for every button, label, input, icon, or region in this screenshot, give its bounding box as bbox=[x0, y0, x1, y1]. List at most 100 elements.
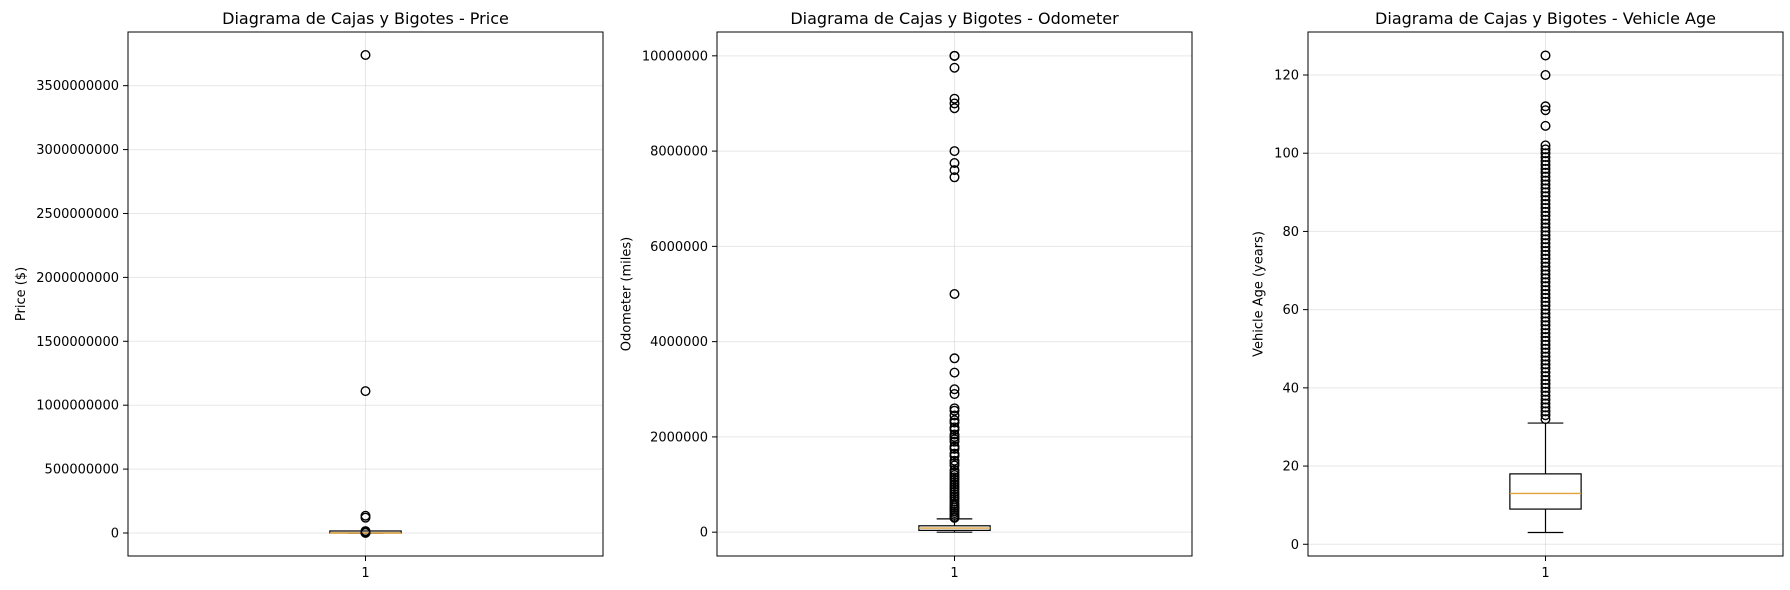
outlier-point bbox=[1540, 363, 1551, 374]
y-axis-label: Vehicle Age (years) bbox=[1251, 231, 1266, 357]
y-tick-label: 80 bbox=[1282, 225, 1299, 240]
y-tick-label: 0 bbox=[111, 526, 119, 541]
chart-panel-3: 0 20 40 60 80 100 120 1 Diagrama de Cajas y Bigo… bbox=[1251, 9, 1784, 581]
outlier-point bbox=[1540, 171, 1551, 182]
outlier-point bbox=[1540, 245, 1551, 256]
outlier-point bbox=[1540, 394, 1551, 405]
outlier-point bbox=[1540, 367, 1551, 378]
outlier-point bbox=[1540, 140, 1551, 151]
outlier-point bbox=[1540, 285, 1551, 296]
outlier-point bbox=[1540, 335, 1551, 346]
y-tick-label: 8000000 bbox=[650, 145, 708, 160]
outlier-point bbox=[1540, 316, 1551, 327]
outlier-point bbox=[1540, 238, 1551, 249]
outlier-point bbox=[1540, 199, 1551, 210]
outlier-point bbox=[1540, 300, 1551, 311]
outlier-point bbox=[1540, 234, 1551, 245]
outlier-point bbox=[1540, 206, 1551, 217]
outlier-point bbox=[1540, 343, 1551, 354]
outlier-point bbox=[1540, 312, 1551, 323]
outlier-point bbox=[949, 417, 960, 428]
outlier-point bbox=[1540, 120, 1551, 131]
outlier-point bbox=[949, 424, 960, 435]
outlier-point bbox=[1540, 183, 1551, 194]
chart-panel-1: 0 500000000 1000000000 1500000000 2000000000… bbox=[14, 9, 604, 581]
outlier-point bbox=[1540, 214, 1551, 225]
chart-panel-2: 0 2000000 4000000 6000000 8000000 10000000 1 Di… bbox=[619, 9, 1193, 581]
y-tick-label: 0 bbox=[700, 526, 708, 541]
outlier-point bbox=[1540, 371, 1551, 382]
outlier-point bbox=[1540, 187, 1551, 198]
outlier-point bbox=[1540, 414, 1551, 425]
outlier-point bbox=[1540, 70, 1551, 81]
outlier-point bbox=[1540, 339, 1551, 350]
outlier-point bbox=[1540, 386, 1551, 397]
outlier-point bbox=[1540, 320, 1551, 331]
chart-title: Diagrama de Cajas y Bigotes - Odometer bbox=[790, 9, 1119, 28]
y-tick-label: 40 bbox=[1282, 381, 1299, 396]
y-tick-label: 6000000 bbox=[650, 240, 708, 255]
outlier-point bbox=[949, 512, 960, 523]
outlier-point bbox=[949, 50, 960, 61]
outlier-point bbox=[1540, 148, 1551, 159]
outlier-point bbox=[1540, 410, 1551, 421]
outlier-point bbox=[1540, 292, 1551, 303]
outlier-point bbox=[1540, 406, 1551, 417]
outlier-point bbox=[949, 436, 960, 447]
outlier-point bbox=[1540, 273, 1551, 284]
y-tick-label: 2500000000 bbox=[36, 207, 119, 222]
y-tick-label: 3000000000 bbox=[36, 143, 119, 158]
outlier-point bbox=[949, 165, 960, 176]
outlier-point bbox=[1540, 328, 1551, 339]
outlier-point bbox=[1540, 296, 1551, 307]
outlier-point bbox=[360, 512, 371, 523]
outlier-point bbox=[1540, 191, 1551, 202]
outlier-point bbox=[1540, 390, 1551, 401]
x-tick-label: 1 bbox=[361, 566, 369, 581]
outlier-point bbox=[949, 289, 960, 300]
outlier-point bbox=[1540, 402, 1551, 413]
outlier-point bbox=[949, 103, 960, 114]
outlier-point bbox=[1540, 332, 1551, 343]
outlier-point bbox=[1540, 50, 1551, 61]
outlier-point bbox=[1540, 347, 1551, 358]
outlier-point bbox=[949, 410, 960, 421]
outlier-point bbox=[949, 62, 960, 73]
outlier-point bbox=[949, 367, 960, 378]
outlier-point bbox=[1540, 253, 1551, 264]
outlier-point bbox=[949, 172, 960, 183]
outlier-point bbox=[949, 405, 960, 416]
outlier-point bbox=[949, 353, 960, 364]
y-tick-label: 1500000000 bbox=[36, 335, 119, 350]
outlier-point bbox=[1540, 308, 1551, 319]
outlier-point bbox=[1540, 167, 1551, 178]
x-tick-label: 1 bbox=[1541, 566, 1549, 581]
outlier-point bbox=[360, 527, 371, 538]
outlier-point bbox=[1540, 159, 1551, 170]
outlier-point bbox=[949, 443, 960, 454]
outlier-point bbox=[1540, 359, 1551, 370]
y-tick-label: 2000000000 bbox=[36, 271, 119, 286]
y-tick-label: 120 bbox=[1274, 69, 1299, 84]
y-axis-label: Odometer (miles) bbox=[619, 237, 634, 351]
y-tick-label: 60 bbox=[1282, 303, 1299, 318]
outlier-point bbox=[949, 384, 960, 395]
outlier-point bbox=[1540, 144, 1551, 155]
outlier-point bbox=[1540, 202, 1551, 213]
outlier-point bbox=[1540, 195, 1551, 206]
x-tick-label: 1 bbox=[950, 566, 958, 581]
y-tick-label: 3500000000 bbox=[36, 79, 119, 94]
outlier-point bbox=[949, 146, 960, 157]
outlier-point bbox=[949, 460, 960, 471]
outlier-point bbox=[1540, 222, 1551, 233]
outlier-point bbox=[1540, 156, 1551, 167]
outlier-point bbox=[1540, 210, 1551, 221]
outlier-point bbox=[1540, 398, 1551, 409]
outlier-point bbox=[1540, 105, 1551, 116]
y-tick-label: 500000000 bbox=[45, 463, 119, 478]
outlier-point bbox=[1540, 257, 1551, 268]
outlier-point bbox=[1540, 382, 1551, 393]
outlier-point bbox=[1540, 289, 1551, 300]
outlier-point bbox=[949, 93, 960, 104]
